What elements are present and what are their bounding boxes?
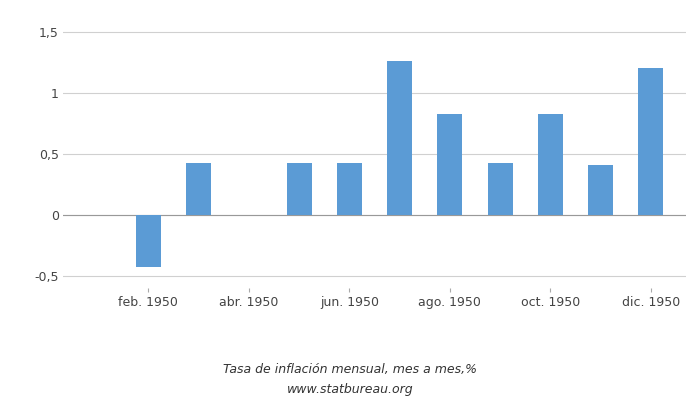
Bar [638, 68, 664, 215]
Bar [588, 165, 613, 215]
Bar [286, 162, 312, 215]
Legend: Estados Unidos, 1950: Estados Unidos, 1950 [279, 398, 470, 400]
Bar [337, 162, 362, 215]
Text: www.statbureau.org: www.statbureau.org [287, 384, 413, 396]
Bar [186, 162, 211, 215]
Text: Tasa de inflación mensual, mes a mes,%: Tasa de inflación mensual, mes a mes,% [223, 364, 477, 376]
Bar [136, 215, 161, 267]
Bar [387, 62, 412, 215]
Bar [487, 162, 512, 215]
Bar [538, 114, 563, 215]
Bar [438, 114, 463, 215]
